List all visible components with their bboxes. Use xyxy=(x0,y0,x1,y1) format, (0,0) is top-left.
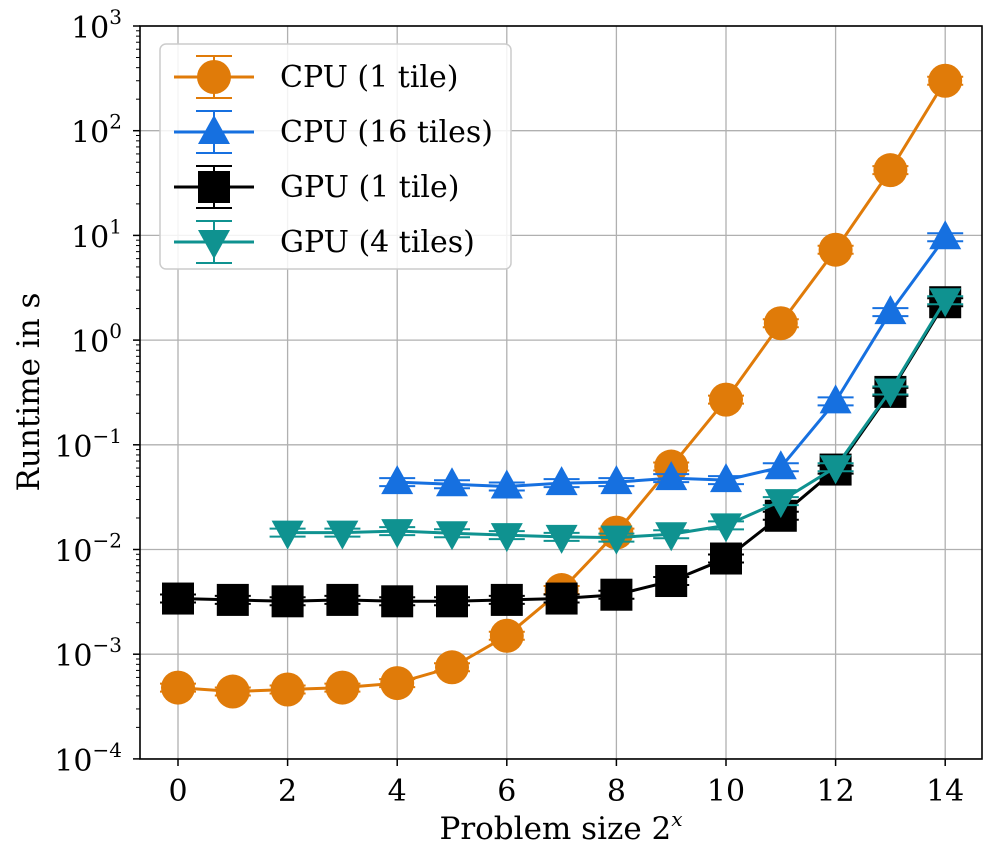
x-tick-label: 0 xyxy=(168,774,187,809)
legend-item: CPU (1 tile) xyxy=(174,55,458,99)
y-tick-label: 103 xyxy=(71,5,122,46)
legend-label: GPU (4 tiles) xyxy=(280,225,475,260)
data-point xyxy=(270,672,305,707)
data-point xyxy=(162,582,194,615)
series-layer xyxy=(160,63,964,709)
data-point xyxy=(709,382,743,417)
data-point xyxy=(490,523,523,553)
y-axis-label: Runtime in s xyxy=(11,293,47,492)
data-point xyxy=(710,542,742,575)
data-point xyxy=(710,513,742,543)
legend-marker xyxy=(198,171,230,203)
x-tick-label: 4 xyxy=(388,774,407,809)
data-point xyxy=(655,565,688,598)
legend-item: CPU (16 tiles) xyxy=(174,110,493,154)
legend-label: GPU (1 tile) xyxy=(280,170,459,205)
data-point xyxy=(325,670,360,705)
legend-item: GPU (4 tiles) xyxy=(174,220,475,264)
series-line xyxy=(177,301,947,603)
data-point xyxy=(764,489,797,519)
legend-marker xyxy=(197,60,231,94)
data-point xyxy=(600,578,633,611)
y-tick-label: 100 xyxy=(71,319,122,360)
data-point xyxy=(436,521,468,551)
legend-item: GPU (1 tile) xyxy=(174,165,459,209)
data-point xyxy=(381,519,414,549)
data-point xyxy=(929,288,962,318)
legend-box xyxy=(159,43,512,270)
series-1 xyxy=(379,220,964,499)
x-tick-label: 2 xyxy=(278,774,297,809)
y-tick-label: 102 xyxy=(71,110,122,151)
data-point xyxy=(545,524,578,554)
legend-marker xyxy=(198,230,230,259)
x-axis-label: Problem size 2x xyxy=(439,807,682,847)
data-point xyxy=(600,465,633,495)
data-point xyxy=(763,306,798,341)
x-tick-label: 6 xyxy=(497,774,516,809)
data-point xyxy=(818,232,853,267)
data-point xyxy=(490,469,523,499)
series-3 xyxy=(269,288,964,555)
data-point xyxy=(436,467,468,497)
data-point xyxy=(764,450,797,480)
x-tick-label: 12 xyxy=(817,774,855,809)
ticks: 0 2 4 6 8 10 12 14 10−4 10−3 10−2 10−1 100 101 102 103 xyxy=(54,5,964,809)
data-point xyxy=(929,220,962,250)
data-point xyxy=(489,618,524,653)
data-point xyxy=(381,585,414,618)
x-tick-label: 10 xyxy=(707,774,745,809)
data-point xyxy=(710,463,742,493)
series-2 xyxy=(160,286,964,618)
data-point xyxy=(435,650,469,685)
data-point xyxy=(819,455,852,485)
y-tick-label: 10−2 xyxy=(54,529,122,570)
data-point xyxy=(545,466,578,496)
x-tick-label: 8 xyxy=(607,774,626,809)
data-point xyxy=(874,378,907,408)
data-point xyxy=(874,295,907,325)
data-point xyxy=(380,666,415,701)
legend: CPU (1 tile) CPU (16 tiles) GPU (1 tile) GP… xyxy=(159,43,512,270)
data-point xyxy=(271,585,304,618)
legend-marker xyxy=(198,115,230,144)
data-point xyxy=(819,384,852,414)
y-tick-label: 101 xyxy=(71,214,122,255)
data-point xyxy=(600,525,633,555)
x-axis-label-text: Problem size 2 xyxy=(439,811,671,847)
data-point xyxy=(490,583,523,616)
data-point xyxy=(655,522,688,552)
legend-label: CPU (1 tile) xyxy=(280,60,458,95)
data-point xyxy=(216,583,249,616)
data-point xyxy=(215,674,250,709)
x-axis-label-superscript: x xyxy=(671,807,682,831)
legend-label: CPU (16 tiles) xyxy=(280,115,493,150)
data-point xyxy=(161,670,195,705)
data-point xyxy=(873,153,908,188)
y-tick-label: 10−3 xyxy=(54,633,122,674)
plot-frame xyxy=(139,25,983,760)
data-point xyxy=(436,585,468,618)
data-point xyxy=(326,520,359,550)
series-line xyxy=(397,236,947,488)
data-point xyxy=(545,582,578,615)
x-tick-label: 14 xyxy=(926,774,964,809)
data-point xyxy=(326,583,359,616)
y-tick-label: 10−1 xyxy=(54,424,122,465)
data-point xyxy=(381,465,414,495)
data-point xyxy=(928,63,963,98)
data-point xyxy=(655,461,688,491)
data-point xyxy=(271,520,304,550)
y-tick-label: 10−4 xyxy=(54,738,122,779)
